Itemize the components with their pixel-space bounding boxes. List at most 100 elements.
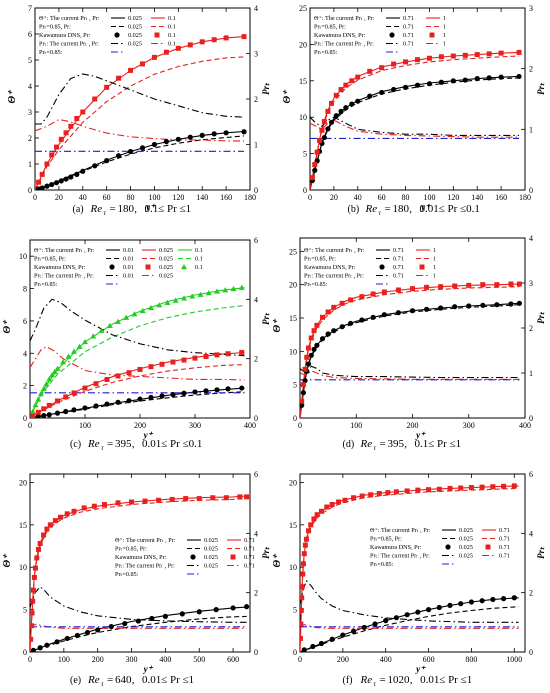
data-point	[424, 284, 430, 290]
data-point	[300, 607, 304, 613]
data-point	[308, 352, 314, 358]
data-point	[135, 618, 141, 624]
data-point	[159, 393, 165, 399]
panel-f: 0 200 400 600 800 1000051015200246y⁺Θ⁺PrₜΘ⁺: …	[272, 470, 546, 688]
series-line-dashdot-red	[35, 118, 244, 142]
data-point	[311, 328, 317, 334]
data-point	[393, 489, 399, 495]
data-point	[31, 574, 37, 580]
data-point	[480, 282, 486, 288]
data-point	[179, 611, 185, 617]
caption-re-value: 1020	[388, 674, 411, 686]
data-point	[163, 49, 169, 55]
caption-re-symbol: Re	[87, 674, 100, 686]
data-point	[139, 145, 146, 151]
data-point	[137, 396, 143, 402]
y-tick-label: 0	[293, 648, 297, 657]
caption-comma: ,	[134, 203, 137, 215]
data-point	[339, 324, 345, 330]
data-point	[331, 304, 337, 310]
legend: Θ⁺: The current Prₜ , Pr: 0.01 0.025 0.1 Prₜ…	[34, 247, 203, 288]
data-point	[187, 42, 193, 48]
caption-re-symbol: Re	[360, 438, 373, 450]
data-point	[452, 304, 458, 310]
x-tick-label: 0	[28, 655, 32, 664]
data-point	[474, 52, 480, 58]
legend: Θ⁺: The current Prₜ , Pr: 0.71 1 Prₜ=0.85, …	[304, 247, 436, 288]
data-point	[55, 398, 60, 404]
y2-tick-label: 0	[529, 186, 533, 195]
caption-re-symbol: Re	[360, 674, 373, 686]
series-line-dash-black	[310, 77, 520, 190]
data-point	[82, 385, 88, 391]
series-markers-square-red	[30, 494, 250, 642]
data-point	[414, 82, 421, 88]
x-tick-label: 400	[519, 421, 531, 430]
data-point	[123, 314, 130, 320]
data-point	[367, 93, 373, 99]
legend-value: 0.01	[123, 264, 134, 271]
data-point	[310, 175, 315, 181]
series-line-dash-black	[300, 304, 520, 418]
data-point	[192, 389, 198, 395]
data-point	[410, 286, 415, 292]
data-point	[349, 101, 355, 107]
data-point	[300, 382, 306, 388]
data-point	[211, 37, 217, 43]
legend-value: 0.71	[244, 537, 255, 544]
y-tick-label: 5	[28, 56, 32, 65]
data-point	[325, 108, 331, 114]
legend-value: 0.71	[499, 527, 510, 534]
data-point	[500, 596, 507, 602]
data-point	[300, 621, 304, 627]
data-point	[203, 388, 209, 394]
legend-row-label: Prₜ=0.85:	[304, 281, 328, 288]
y2-axis-label: Prₜ	[536, 82, 546, 95]
legend-row-label: Prₜ: The current Prₜ , Pr:	[370, 553, 430, 560]
data-point	[436, 486, 442, 492]
legend-row-label: Kawamura DNS, Pr:	[39, 32, 91, 39]
data-point	[126, 370, 132, 376]
y2-tick-label: 0	[254, 186, 258, 195]
data-point	[92, 96, 98, 102]
legend-value: 0.025	[204, 546, 218, 553]
data-point	[329, 636, 335, 642]
caption-equals: =	[380, 438, 386, 450]
data-point	[244, 494, 250, 500]
data-point	[391, 61, 397, 67]
data-point	[361, 624, 367, 631]
data-point	[115, 373, 121, 379]
data-point	[223, 35, 229, 41]
data-point	[409, 308, 416, 314]
caption-equals: =	[107, 674, 113, 686]
series-line-dashdot-black	[310, 116, 519, 136]
data-point	[379, 65, 385, 71]
y2-axis-label: Prₜ	[261, 312, 271, 325]
data-point	[211, 131, 217, 137]
x-tick-label: 120	[172, 193, 184, 202]
data-point	[516, 300, 522, 306]
data-point	[181, 390, 187, 396]
data-point	[91, 503, 97, 509]
data-point	[321, 119, 327, 125]
y-tick-label: 6	[23, 317, 27, 326]
y2-tick-label: 4	[529, 529, 533, 538]
caption-comma: ,	[410, 674, 413, 686]
data-point	[367, 68, 373, 74]
data-point	[225, 386, 231, 392]
data-point	[63, 394, 69, 400]
data-point	[104, 401, 110, 407]
data-point	[333, 113, 339, 119]
legend-row-label: Prₜ=0.85:	[314, 49, 338, 56]
data-point	[82, 405, 88, 411]
y-axis-label: Θ⁺	[272, 318, 283, 333]
data-point	[210, 495, 216, 501]
x-tick-label: 400	[380, 655, 392, 664]
data-point	[183, 496, 189, 502]
caption-pr-range: 0.01≤ Pr ≤0.1	[420, 203, 480, 215]
series-markers-square-red	[310, 49, 522, 181]
y-tick-label: 0	[23, 414, 27, 423]
data-point	[238, 284, 245, 290]
data-point	[300, 571, 306, 577]
data-point	[494, 282, 500, 288]
